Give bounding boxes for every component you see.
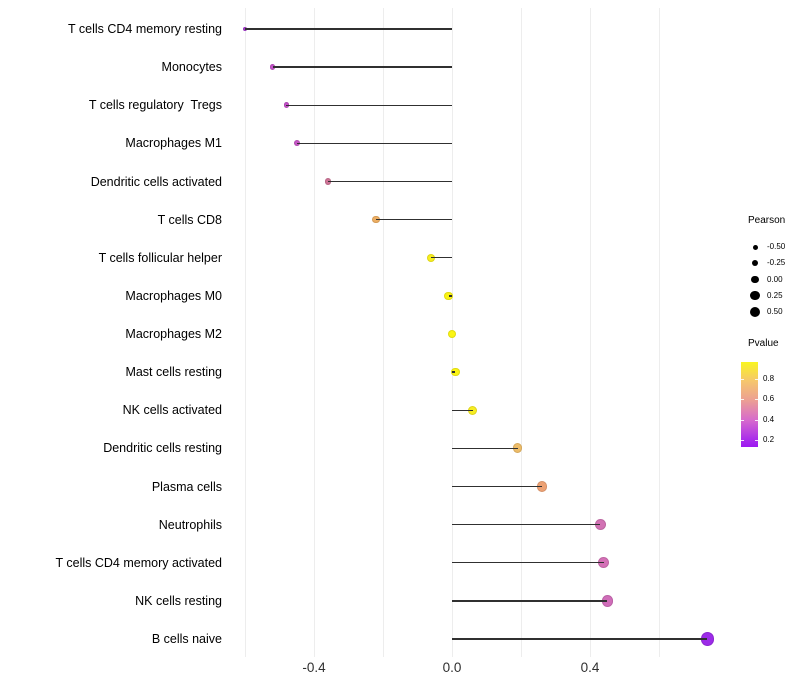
x-axis-tick-label: 0.4 [580, 660, 600, 675]
legend-size-dot [749, 306, 761, 318]
y-axis-category-label: T cells CD4 memory activated [55, 555, 223, 570]
legend-size-dot [750, 291, 760, 301]
y-axis-category-label: Neutrophils [158, 517, 222, 532]
colorbar-tick-value: 0.2 [763, 435, 775, 445]
data-point-dot [283, 102, 290, 109]
lollipop-stem [452, 600, 608, 602]
y-axis-category-label: T cells regulatory Tregs [88, 98, 222, 113]
x-gridline [520, 8, 522, 657]
lollipop-stem [245, 28, 452, 30]
legend-pvalue-colorbar: Pvalue 0.8 0.6 0.4 0.2 [735, 338, 800, 453]
x-gridline [589, 8, 591, 657]
legend-size-dot [752, 244, 758, 250]
pvalue-colorbar-gradient [741, 362, 758, 447]
legend-size-value: -0.50 [767, 242, 786, 251]
lollipop-stem [327, 180, 452, 183]
colorbar-tickmark [755, 419, 758, 421]
y-axis-category-label: Macrophages M2 [125, 327, 222, 341]
lollipop-stem [452, 638, 708, 640]
lollipop-stem [448, 295, 452, 297]
lollipop-stem [452, 485, 542, 488]
x-gridline [382, 8, 384, 657]
data-point-dot [242, 26, 248, 32]
colorbar-tickmark [741, 419, 744, 421]
colorbar-tick-value: 0.6 [763, 394, 775, 404]
x-gridline [313, 8, 315, 657]
y-axis-category-label: B cells naive [151, 632, 222, 646]
legend-size-value: 0.50 [767, 307, 783, 316]
data-point-dot [447, 329, 457, 339]
data-point-dot [324, 178, 331, 185]
lollipop-stem [431, 257, 452, 259]
data-point-dot [372, 216, 380, 224]
legend-size-value: -0.25 [767, 258, 786, 268]
lollipop-stem [452, 523, 601, 526]
data-point-dot [468, 405, 478, 415]
lollipop-stem [452, 371, 456, 373]
x-axis-tick-label: -0.4 [302, 660, 326, 675]
data-point-dot [536, 481, 547, 492]
colorbar-tick-value: 0.8 [763, 374, 775, 383]
data-point-dot [293, 140, 300, 147]
lollipop-stem [286, 104, 452, 106]
lollipop-stem [272, 66, 452, 68]
data-point-dot [427, 253, 436, 262]
colorbar-tickmark [741, 440, 744, 442]
colorbar-tick-value: 0.4 [763, 414, 775, 424]
x-gridline [244, 8, 246, 657]
y-axis-category-label: Dendritic cells resting [103, 441, 222, 456]
legend-pvalue-title: Pvalue [748, 338, 779, 349]
lollipop-stem [376, 218, 452, 221]
lollipop-stem [452, 409, 473, 411]
legend-size-value: 0.25 [767, 290, 783, 300]
y-axis-category-label: Plasma cells [151, 479, 222, 494]
colorbar-tickmark [741, 399, 744, 401]
legend-pearson-size: Pearson -0.50 -0.25 0.00 0.25 0.50 [735, 215, 800, 325]
data-point-dot [451, 367, 460, 377]
y-axis-category-label: T cells CD8 [157, 212, 222, 227]
y-axis-category-label: Macrophages M0 [125, 288, 222, 303]
y-axis-category-label: Dendritic cells activated [90, 174, 222, 189]
y-axis-category-label: Macrophages M1 [125, 136, 222, 151]
y-axis-category-label: T cells CD4 memory resting [68, 22, 222, 36]
legend-size-value: 0.00 [767, 274, 783, 284]
y-axis-category-label: NK cells activated [122, 403, 222, 418]
lollipop-stem [452, 562, 604, 564]
lollipop-stem [296, 142, 452, 145]
colorbar-tickmark [755, 379, 758, 380]
y-axis-category-label: NK cells resting [135, 593, 222, 608]
lollipop-stem [452, 447, 518, 450]
x-gridline [658, 8, 660, 657]
y-axis-category-label: Monocytes [161, 60, 222, 75]
x-axis-tick-label: 0.0 [442, 660, 462, 675]
colorbar-tickmark [741, 379, 744, 380]
legend-size-dot [751, 275, 759, 284]
data-point-dot [700, 632, 714, 646]
y-axis-category-label: T cells follicular helper [98, 250, 222, 265]
colorbar-tickmark [755, 440, 758, 442]
data-point-dot [444, 291, 453, 301]
legend-pearson-title: Pearson [748, 215, 786, 226]
y-axis-category-label: Mast cells resting [125, 365, 222, 380]
legend-size-dot [751, 260, 759, 267]
colorbar-tickmark [755, 399, 758, 401]
